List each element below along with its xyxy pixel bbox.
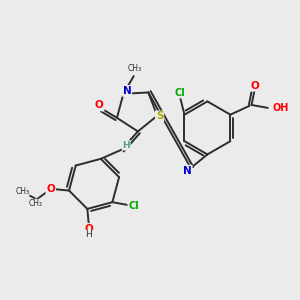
Text: Cl: Cl <box>175 88 185 98</box>
Text: O: O <box>250 81 259 91</box>
Text: OH: OH <box>273 103 289 113</box>
Text: O: O <box>84 224 93 234</box>
Text: O: O <box>95 100 104 110</box>
Text: Cl: Cl <box>128 201 139 211</box>
Text: H: H <box>85 230 92 239</box>
Text: S: S <box>156 111 163 121</box>
Text: O: O <box>46 184 55 194</box>
Text: CH₂: CH₂ <box>29 199 43 208</box>
Text: H: H <box>122 141 130 150</box>
Text: CH₃: CH₃ <box>128 64 142 73</box>
Text: N: N <box>123 86 131 96</box>
Text: CH₃: CH₃ <box>15 187 30 196</box>
Text: N: N <box>183 166 192 176</box>
